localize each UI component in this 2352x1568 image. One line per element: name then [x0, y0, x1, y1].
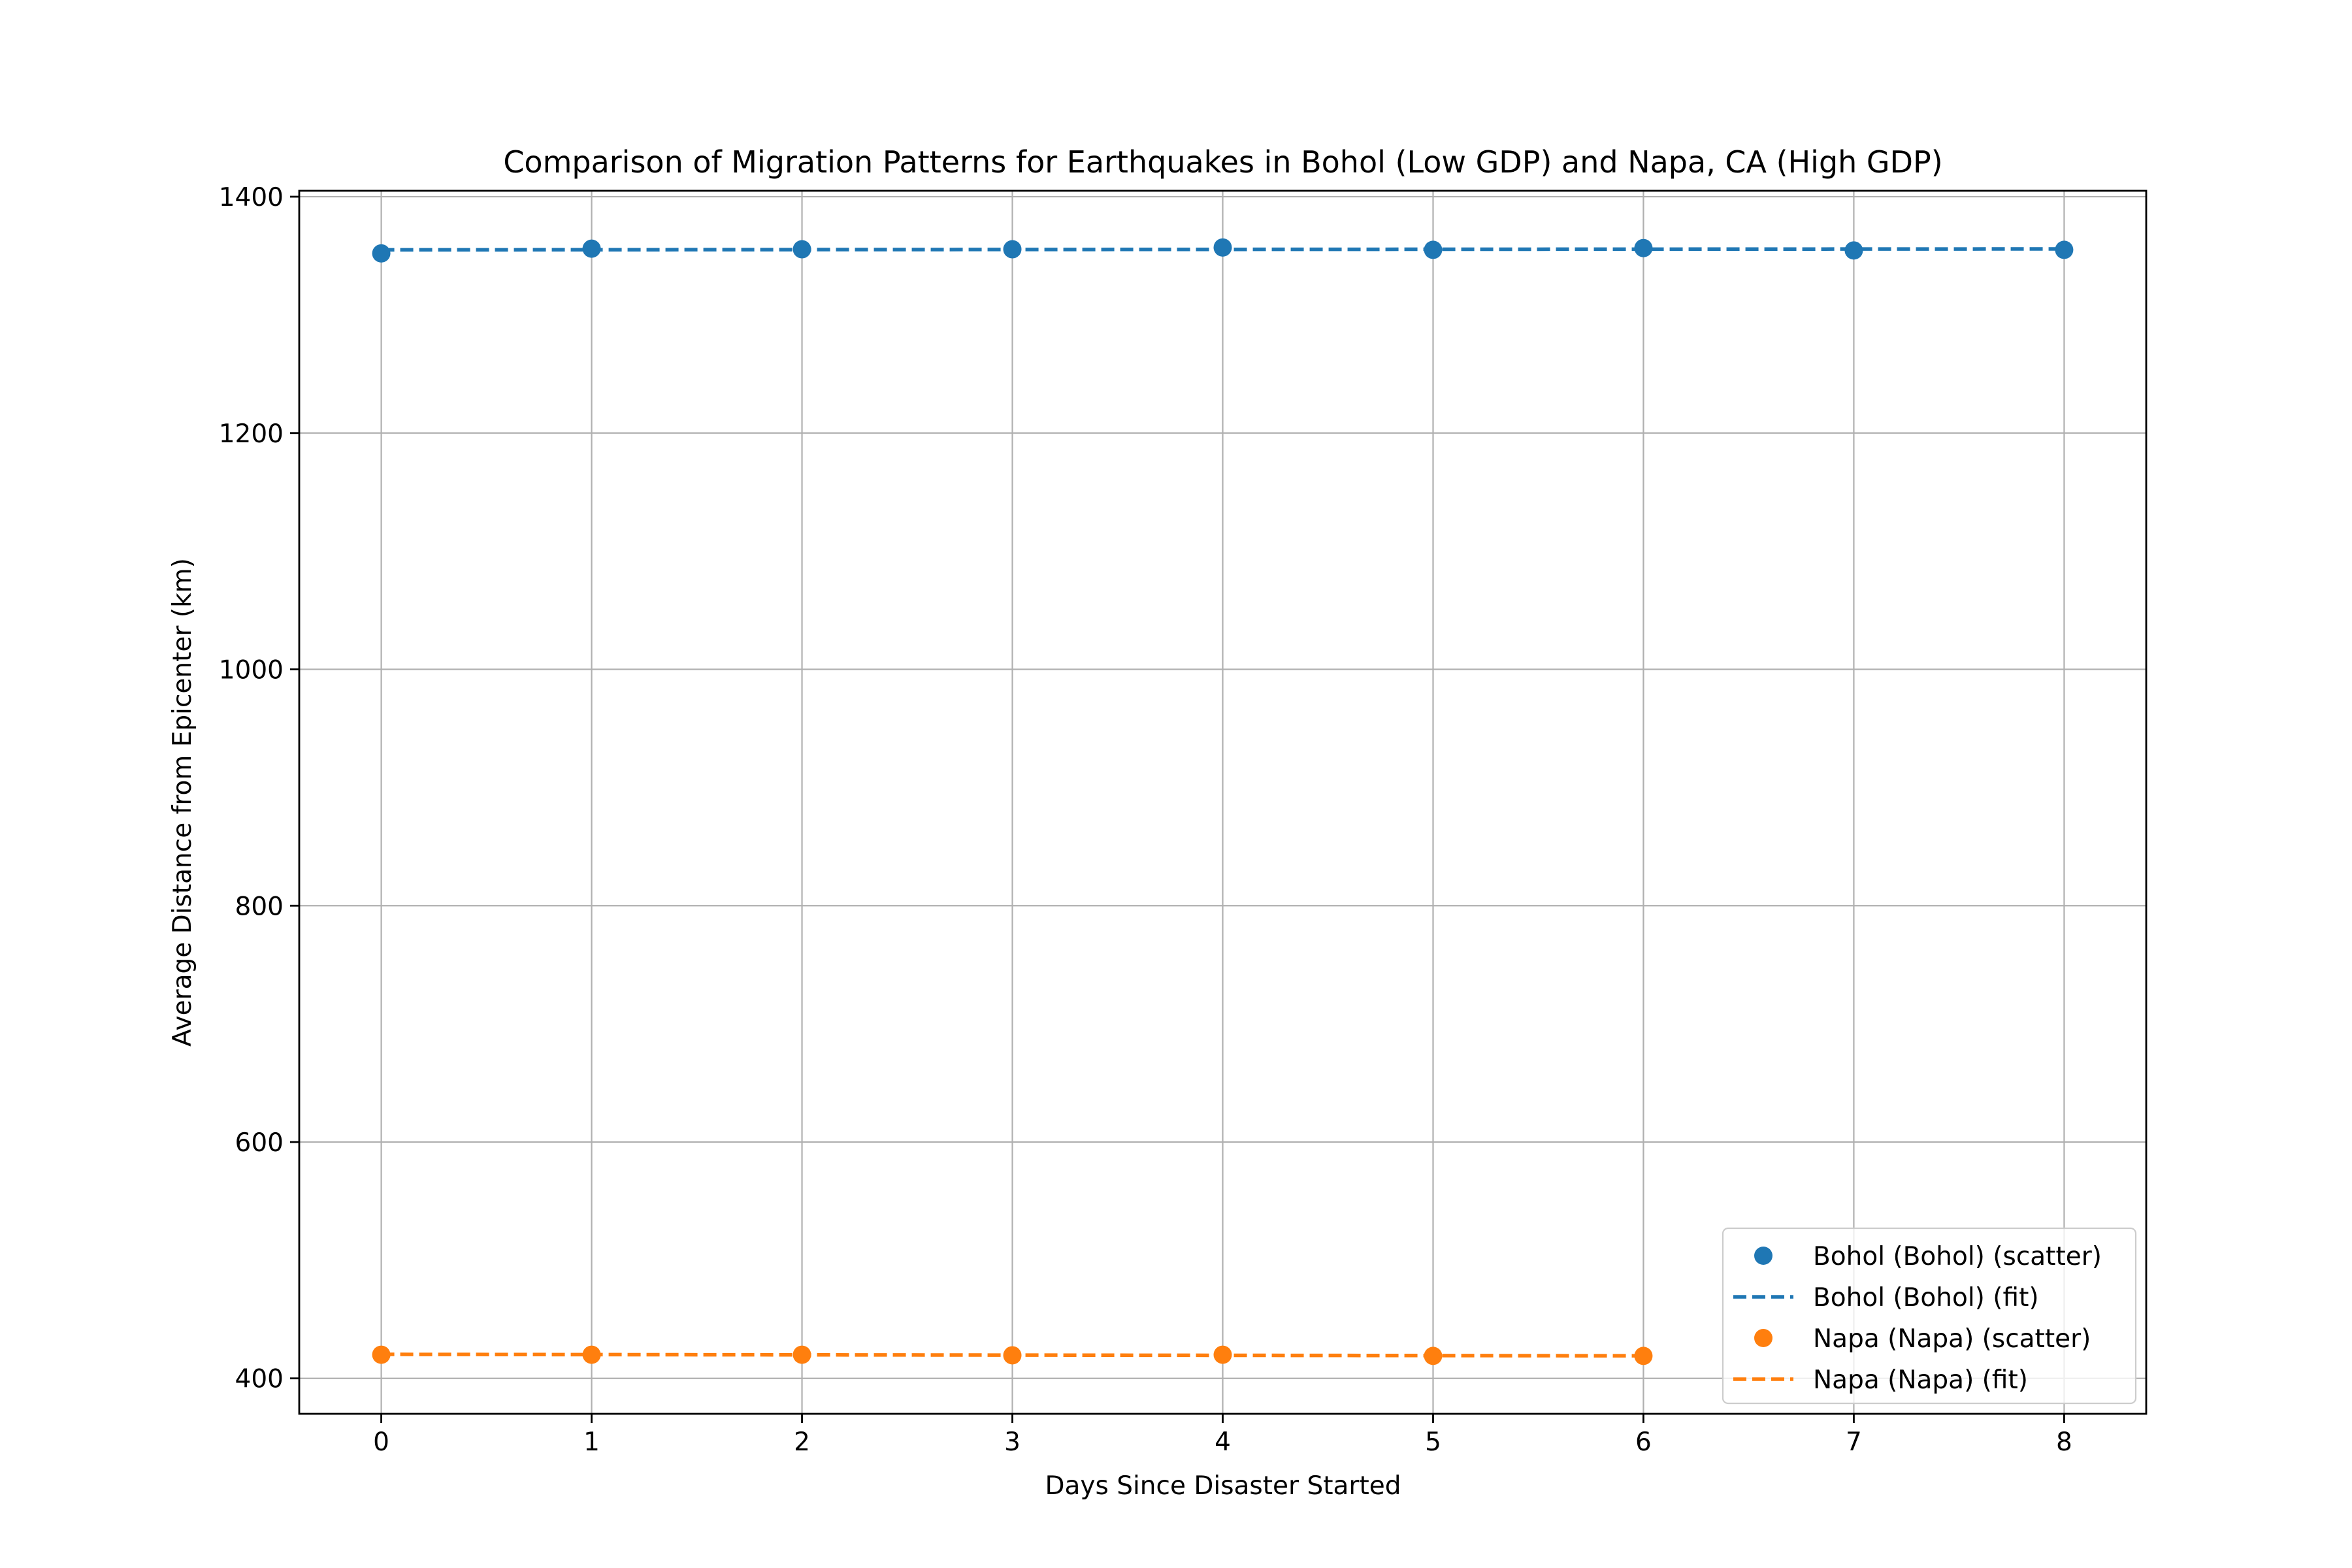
bohol-bohol-scatter-point	[792, 240, 811, 259]
napa-napa-scatter-point	[372, 1345, 391, 1364]
y-tick-label: 1000	[219, 656, 284, 685]
bohol-bohol-scatter-point	[2055, 240, 2074, 259]
legend-label: Napa (Napa) (scatter)	[1813, 1324, 2091, 1354]
y-tick-label: 1400	[219, 183, 284, 212]
legend-marker	[1754, 1329, 1772, 1347]
legend-box	[1722, 1227, 2137, 1405]
x-tick-label: 0	[373, 1428, 389, 1457]
legend-label: Bohol (Bohol) (fit)	[1813, 1283, 2039, 1313]
napa-napa-scatter-point	[582, 1345, 601, 1364]
y-tick-label: 1200	[219, 419, 284, 449]
legend-label: Napa (Napa) (fit)	[1813, 1365, 2028, 1395]
x-tick-label: 3	[1004, 1428, 1021, 1457]
chart-title: Comparison of Migration Patterns for Ear…	[503, 144, 1942, 180]
legend: Bohol (Bohol) (scatter) Bohol (Bohol) (fi…	[1722, 1227, 2137, 1405]
y-tick-label: 600	[235, 1128, 284, 1158]
y-tick-label: 400	[235, 1365, 284, 1394]
y-axis: 400 600 800 1000 1200 1400	[219, 183, 299, 1394]
x-axis-label: Days Since Disaster Started	[1045, 1471, 1401, 1501]
x-tick-label: 5	[1425, 1428, 1441, 1457]
bohol-bohol-scatter-point	[1844, 241, 1863, 260]
grid-lines	[299, 191, 2146, 1414]
bohol-bohol-scatter-point	[1003, 240, 1022, 259]
bohol-bohol-scatter-point	[1634, 238, 1653, 257]
bohol-bohol-scatter-point	[1424, 240, 1443, 259]
napa-napa-scatter-point	[1424, 1347, 1443, 1365]
y-tick-label: 800	[235, 892, 284, 921]
series-layer	[372, 238, 2074, 1365]
napa-napa-scatter-point	[1003, 1346, 1022, 1365]
legend-label: Bohol (Bohol) (scatter)	[1813, 1242, 2102, 1271]
x-tick-label: 6	[1635, 1428, 1652, 1457]
y-axis-label: Average Distance from Epicenter (km)	[168, 558, 197, 1047]
x-tick-label: 4	[1215, 1428, 1231, 1457]
x-tick-label: 7	[1846, 1428, 1862, 1457]
x-tick-label: 8	[2056, 1428, 2072, 1457]
x-tick-label: 1	[583, 1428, 600, 1457]
x-tick-label: 2	[794, 1428, 810, 1457]
bohol-bohol-scatter-point	[1213, 238, 1232, 257]
napa-napa-scatter-point	[1634, 1347, 1653, 1365]
bohol-bohol-scatter-point	[372, 244, 391, 263]
napa-napa-scatter-point	[792, 1345, 811, 1364]
x-axis: 0 1 2 3 4 5 6 7 8	[373, 1414, 2072, 1457]
legend-marker	[1754, 1247, 1772, 1265]
napa-napa-scatter-point	[1213, 1345, 1232, 1364]
bohol-bohol-scatter-point	[582, 239, 601, 258]
